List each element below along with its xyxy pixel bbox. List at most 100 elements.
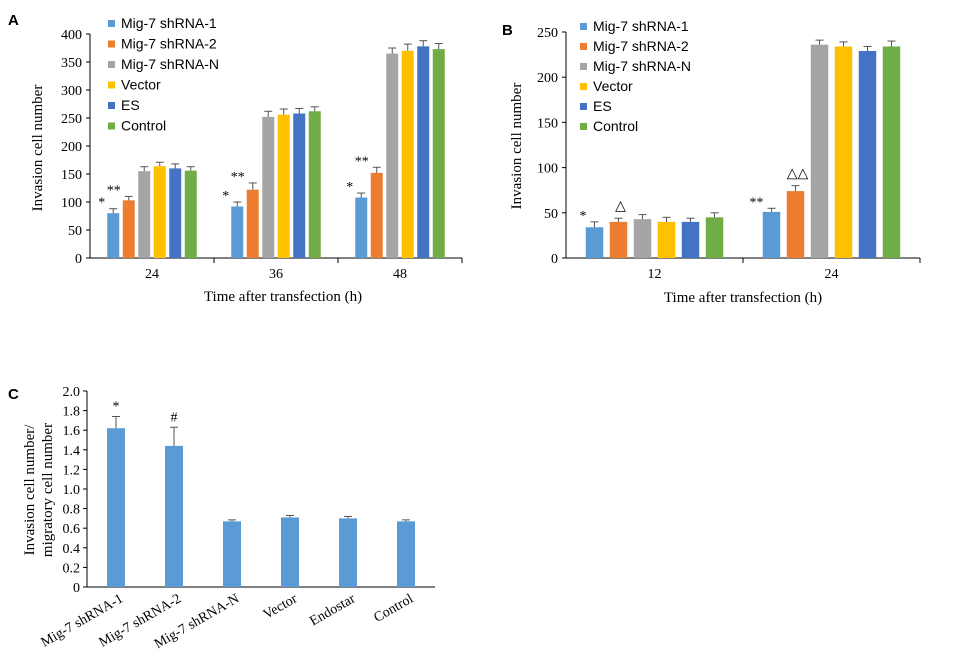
panel-b-y-tick-label: 0 [551, 252, 558, 267]
panel-a-bar [386, 53, 399, 258]
panel-a-bar [153, 166, 166, 258]
panel-c-x-tick-label: Endostar [307, 591, 358, 629]
panel-b-bar [585, 227, 604, 258]
panel-b-legend-label: Control [593, 118, 638, 134]
panel-c-bar [281, 517, 299, 587]
panel-b-plot: 0 50 100 150 200 250 12 * △ 24 ** △△ [537, 26, 921, 282]
panel-a-bar [370, 172, 383, 258]
panel-b-legend-swatch [580, 23, 587, 30]
panel-c-y-tick-label: 0.4 [63, 542, 81, 557]
panel-b-legend-label: ES [593, 98, 612, 114]
panel-a-bar [169, 168, 182, 258]
panel-b-bar [810, 44, 829, 258]
panel-c-plot: 00.20.40.60.81.01.21.41.61.82.0*Mig-7 sh… [39, 385, 435, 652]
panel-a-bar [262, 116, 275, 258]
panel-b-y-tick-label: 100 [537, 162, 558, 177]
panel-a-y-tick-label: 200 [61, 140, 82, 155]
panel-b-bar [681, 221, 700, 258]
panel-a-significance-mark: ** [107, 183, 121, 198]
panel-a-legend-label: Mig-7 shRNA-N [121, 56, 219, 72]
panel-a-x-axis-title: Time after transfection (h) [204, 289, 362, 305]
panel-b-x-axis-title: Time after transfection (h) [664, 290, 822, 306]
panel-b-legend-label: Mig-7 shRNA-2 [593, 38, 689, 54]
panel-b-y-tick-label: 50 [544, 207, 558, 222]
panel-b-bar [858, 50, 877, 258]
panel-a-bar [277, 114, 290, 258]
panel-c-bar [223, 521, 241, 587]
panel-b-significance-mark: ** [750, 195, 764, 210]
panel-c-bar [165, 445, 183, 587]
panel-a-bar [432, 49, 445, 259]
panel-b-legend-swatch [580, 103, 587, 110]
panel-b-y-tick-label: 150 [537, 116, 558, 131]
panel-c-significance-mark: # [171, 410, 178, 425]
panel-c-y-tick-label: 0.8 [63, 503, 81, 518]
panel-b-bar [762, 211, 781, 258]
panel-a-bar [308, 111, 321, 258]
panel-a-legend-swatch [108, 102, 115, 109]
panel-a-significance-mark: * [222, 189, 229, 204]
panel-b-legend-label: Mig-7 shRNA-1 [593, 18, 689, 34]
panel-b-significance-mark: △ [615, 199, 626, 214]
panel-c-x-tick-label: Vector [261, 591, 300, 622]
panel-a-legend-swatch [108, 20, 115, 27]
panel-b-y-axis-title: Invasion cell number [509, 83, 525, 210]
panel-c-y-tick-label: 1.4 [63, 444, 81, 459]
panel-b-y-tick-label: 250 [537, 26, 558, 41]
panel-c: C 00.20.40.60.81.01.21.41.61.82.0*Mig-7 … [8, 385, 435, 652]
panel-a-bar [417, 46, 430, 258]
panel-a-y-tick-label: 300 [61, 84, 82, 99]
panel-c-y-tick-label: 1.2 [63, 463, 81, 478]
panel-a-legend-swatch [108, 61, 115, 68]
panel-b-legend-swatch [580, 63, 587, 70]
panel-c-letter: C [8, 386, 19, 403]
panel-b-bar [633, 219, 652, 258]
panel-b-significance-mark: △△ [787, 167, 809, 182]
panel-b-bar [786, 191, 805, 258]
panel-a-bar [184, 170, 197, 258]
panel-c-x-tick-label: Control [371, 591, 416, 625]
panel-b-letter: B [502, 22, 513, 39]
panel-a-y-tick-label: 0 [75, 252, 82, 267]
panel-b-bar [882, 46, 901, 258]
panel-c-y-tick-label: 1.6 [63, 424, 81, 439]
panel-a-letter: A [8, 12, 19, 29]
panel-a-y-tick-label: 400 [61, 28, 82, 43]
panel-b-legend-label: Mig-7 shRNA-N [593, 58, 691, 74]
panel-a-legend-label: Mig-7 shRNA-2 [121, 36, 217, 52]
panel-a-legend-label: Mig-7 shRNA-1 [121, 15, 217, 31]
panel-b: B 0 50 100 150 200 250 12 * △ 24 ** △△ Mig-7 shRNA-… [502, 18, 921, 306]
panel-c-y-tick-label: 0.6 [63, 522, 81, 537]
panel-b-legend-swatch [580, 83, 587, 90]
panel-b-legend-swatch [580, 123, 587, 130]
panel-a-bar [107, 213, 120, 258]
panel-a-legend-label: Vector [121, 77, 161, 93]
panel-b-y-tick-label: 200 [537, 71, 558, 86]
panel-b-legend-label: Vector [593, 78, 633, 94]
panel-b-bar [609, 221, 628, 258]
panel-a-bar [246, 189, 259, 258]
panel-a-significance-mark: * [346, 180, 353, 195]
panel-c-significance-mark: * [113, 399, 120, 414]
panel-a-bar [401, 50, 414, 258]
panel-b-bar [834, 46, 853, 258]
panel-b-significance-mark: * [580, 209, 587, 224]
panel-a-legend-label: ES [121, 97, 140, 113]
panel-a-y-tick-label: 250 [61, 112, 82, 127]
panel-c-y-axis-title-line2: migratory cell number [40, 423, 56, 557]
panel-a-x-tick-label: 36 [269, 267, 283, 282]
panel-c-y-tick-label: 1.0 [63, 483, 81, 498]
panel-a-x-tick-label: 48 [393, 267, 407, 282]
panel-a-bar [122, 200, 135, 258]
panel-c-y-tick-label: 1.8 [63, 405, 81, 420]
panel-b-bar [657, 221, 676, 258]
panel-b-x-tick-label: 12 [648, 267, 662, 282]
panel-c-bar [397, 521, 415, 587]
panel-a-x-tick-label: 24 [145, 267, 159, 282]
panel-a-significance-mark: ** [355, 154, 369, 169]
panel-a-bar [138, 171, 151, 258]
panel-a-legend-swatch [108, 81, 115, 89]
panel-b-x-tick-label: 24 [825, 267, 839, 282]
